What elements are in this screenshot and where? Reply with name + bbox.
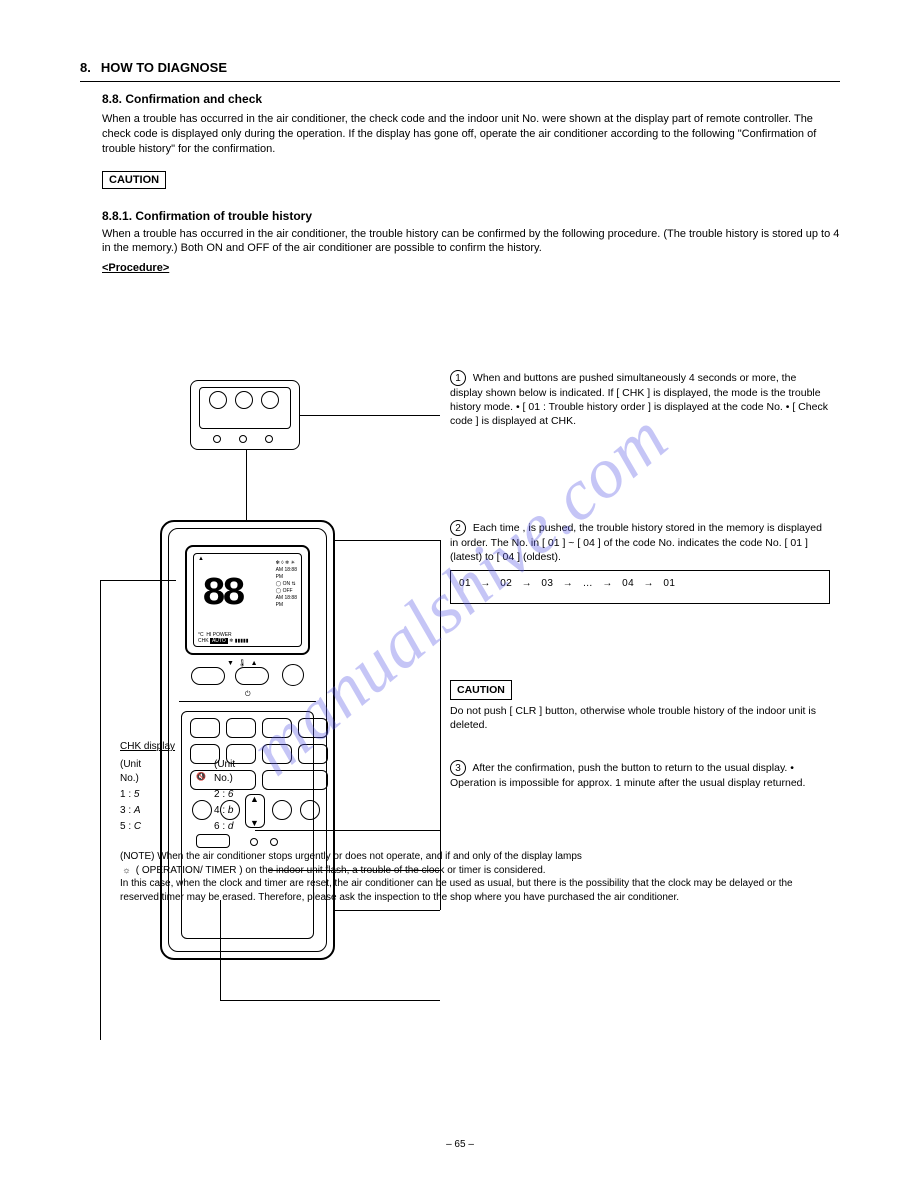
chk-col-header: (Unit No.) <box>214 758 250 786</box>
leader-line <box>335 540 440 541</box>
remote-divider <box>179 701 316 702</box>
chk-cell: 6 : d <box>214 820 250 834</box>
grid-button[interactable] <box>226 718 256 738</box>
chk-cell: 2 : 6 <box>214 788 250 802</box>
grid-button[interactable] <box>298 718 328 738</box>
seq-item: 01 <box>663 578 675 589</box>
divider <box>80 81 840 82</box>
seq-item: 03 <box>541 578 553 589</box>
receiver-lamp-icon <box>209 391 227 409</box>
step-badge: 2 <box>450 520 466 536</box>
chk-grid: (Unit No.) (Unit No.) 1 : 5 2 : 6 3 : A … <box>120 758 250 834</box>
chk-col-header: (Unit No.) <box>120 758 156 786</box>
section-header: 8. HOW TO DIAGNOSE <box>80 60 840 75</box>
grid-button[interactable] <box>262 744 292 764</box>
receiver-dot-icon <box>239 435 247 443</box>
arrow-right-icon: → <box>480 577 491 591</box>
chk-cell: 5 : C <box>120 820 156 834</box>
subsection-title: 8.8. Confirmation and check <box>102 92 840 106</box>
subsubsection-title: 8.8.1. Confirmation of trouble history <box>102 209 840 223</box>
step-badge: 1 <box>450 370 466 386</box>
page-footer: – 65 – <box>80 1139 840 1150</box>
sun-icon: ☼ <box>121 865 132 876</box>
arrow-right-icon: → <box>644 577 655 591</box>
round-button[interactable] <box>300 800 320 820</box>
receiver-lamp-icon <box>235 391 253 409</box>
leader-line <box>300 415 440 416</box>
grid-button-wide[interactable] <box>262 770 328 790</box>
clr-button[interactable] <box>196 834 230 848</box>
callout-step3: 3 After the confirmation, push the butto… <box>450 760 830 790</box>
chk-display-box: CHK display (Unit No.) (Unit No.) 1 : 5 … <box>120 740 250 834</box>
seq-item: 01 <box>459 578 471 589</box>
callout-text: Each time , is pushed, the trouble histo… <box>450 522 822 563</box>
temp-down-button[interactable] <box>191 667 225 685</box>
receiver-dot-icon <box>213 435 221 443</box>
lcd-right-column: ✻ ◊ ❄ ☀AM 18:88PM◯ ON ⇅◯ OFFAM 18:88PM <box>276 560 297 609</box>
seq-dots: … <box>583 578 594 589</box>
caution-banner: CAUTION <box>102 171 166 189</box>
pinhole-button[interactable] <box>270 838 278 846</box>
seq-item: 02 <box>500 578 512 589</box>
chk-cell: 4 : b <box>214 804 250 818</box>
lcd-code-display: 88 <box>202 572 242 617</box>
leader-line <box>220 900 221 1000</box>
note-block: (NOTE) When the air conditioner stops ur… <box>120 850 820 904</box>
seq-item: 04 <box>622 578 634 589</box>
leader-line <box>100 580 176 581</box>
temp-label: ▼ 🌡 ▲ <box>227 659 258 667</box>
section-number: 8. <box>80 60 91 75</box>
leader-line <box>335 910 440 911</box>
lcd-display: ▲ 88 ✻ ◊ ❄ ☀AM 18:88PM◯ ON ⇅◯ OFFAM 18:8… <box>185 545 310 655</box>
arrow-right-icon: → <box>522 577 533 591</box>
chk-cell: 3 : A <box>120 804 156 818</box>
arrow-right-icon: → <box>602 577 613 591</box>
callout-caution-text: Do not push [ CLR ] button, otherwise wh… <box>450 705 816 731</box>
section-title: HOW TO DIAGNOSE <box>101 60 227 75</box>
receiver-unit <box>190 380 300 450</box>
step-badge: 3 <box>450 760 466 776</box>
grid-button[interactable] <box>298 744 328 764</box>
callout-text: When and buttons are pushed simultaneous… <box>450 372 828 427</box>
receiver-lamp-icon <box>261 391 279 409</box>
lcd-inner: ▲ 88 ✻ ◊ ❄ ☀AM 18:88PM◯ ON ⇅◯ OFFAM 18:8… <box>193 553 302 647</box>
lcd-bottom-row: °C HI POWERCHK AUTO ❄ ▮▮▮▮▮ <box>198 632 249 644</box>
chk-cell: 1 : 5 <box>120 788 156 802</box>
leader-line <box>246 450 247 520</box>
page: 8. HOW TO DIAGNOSE 8.8. Confirmation and… <box>80 60 840 1120</box>
note-line: In this case, when the clock and timer a… <box>120 877 820 904</box>
temp-up-button[interactable] <box>235 667 269 685</box>
leader-line <box>255 830 440 831</box>
callout-caution: CAUTION Do not push [ CLR ] button, othe… <box>450 680 830 733</box>
subsection-desc: When a trouble has occurred in the air c… <box>102 227 840 257</box>
note-line: ☼ ( OPERATION/ TIMER ) on the indoor uni… <box>120 864 820 878</box>
pinhole-button[interactable] <box>250 838 258 846</box>
callout-step1: 1 When and buttons are pushed simultaneo… <box>450 370 830 429</box>
sequence-box: 01 → 02 → 03 → … → 04 → 01 <box>450 570 830 604</box>
chk-title: CHK display <box>120 741 175 752</box>
leader-line <box>220 1000 440 1001</box>
arrow-right-icon: → <box>563 577 574 591</box>
sequence-row: 01 → 02 → 03 → … → 04 → 01 <box>459 577 821 591</box>
leader-line <box>100 580 101 1040</box>
callout-text: After the confirmation, push the button … <box>450 762 805 789</box>
power-icon: ⏻ <box>245 691 251 699</box>
section-desc: When a trouble has occurred in the air c… <box>102 112 840 157</box>
procedure-label: <Procedure> <box>102 262 840 274</box>
grid-button[interactable] <box>190 718 220 738</box>
lcd-triangle-icon: ▲ <box>198 556 204 562</box>
round-button[interactable] <box>272 800 292 820</box>
note-line: (NOTE) When the air conditioner stops ur… <box>120 850 820 864</box>
callout-step2: 2 Each time , is pushed, the trouble his… <box>450 520 830 604</box>
receiver-dot-icon <box>265 435 273 443</box>
grid-button[interactable] <box>262 718 292 738</box>
caution-banner: CAUTION <box>450 680 512 700</box>
power-button[interactable] <box>282 664 304 686</box>
